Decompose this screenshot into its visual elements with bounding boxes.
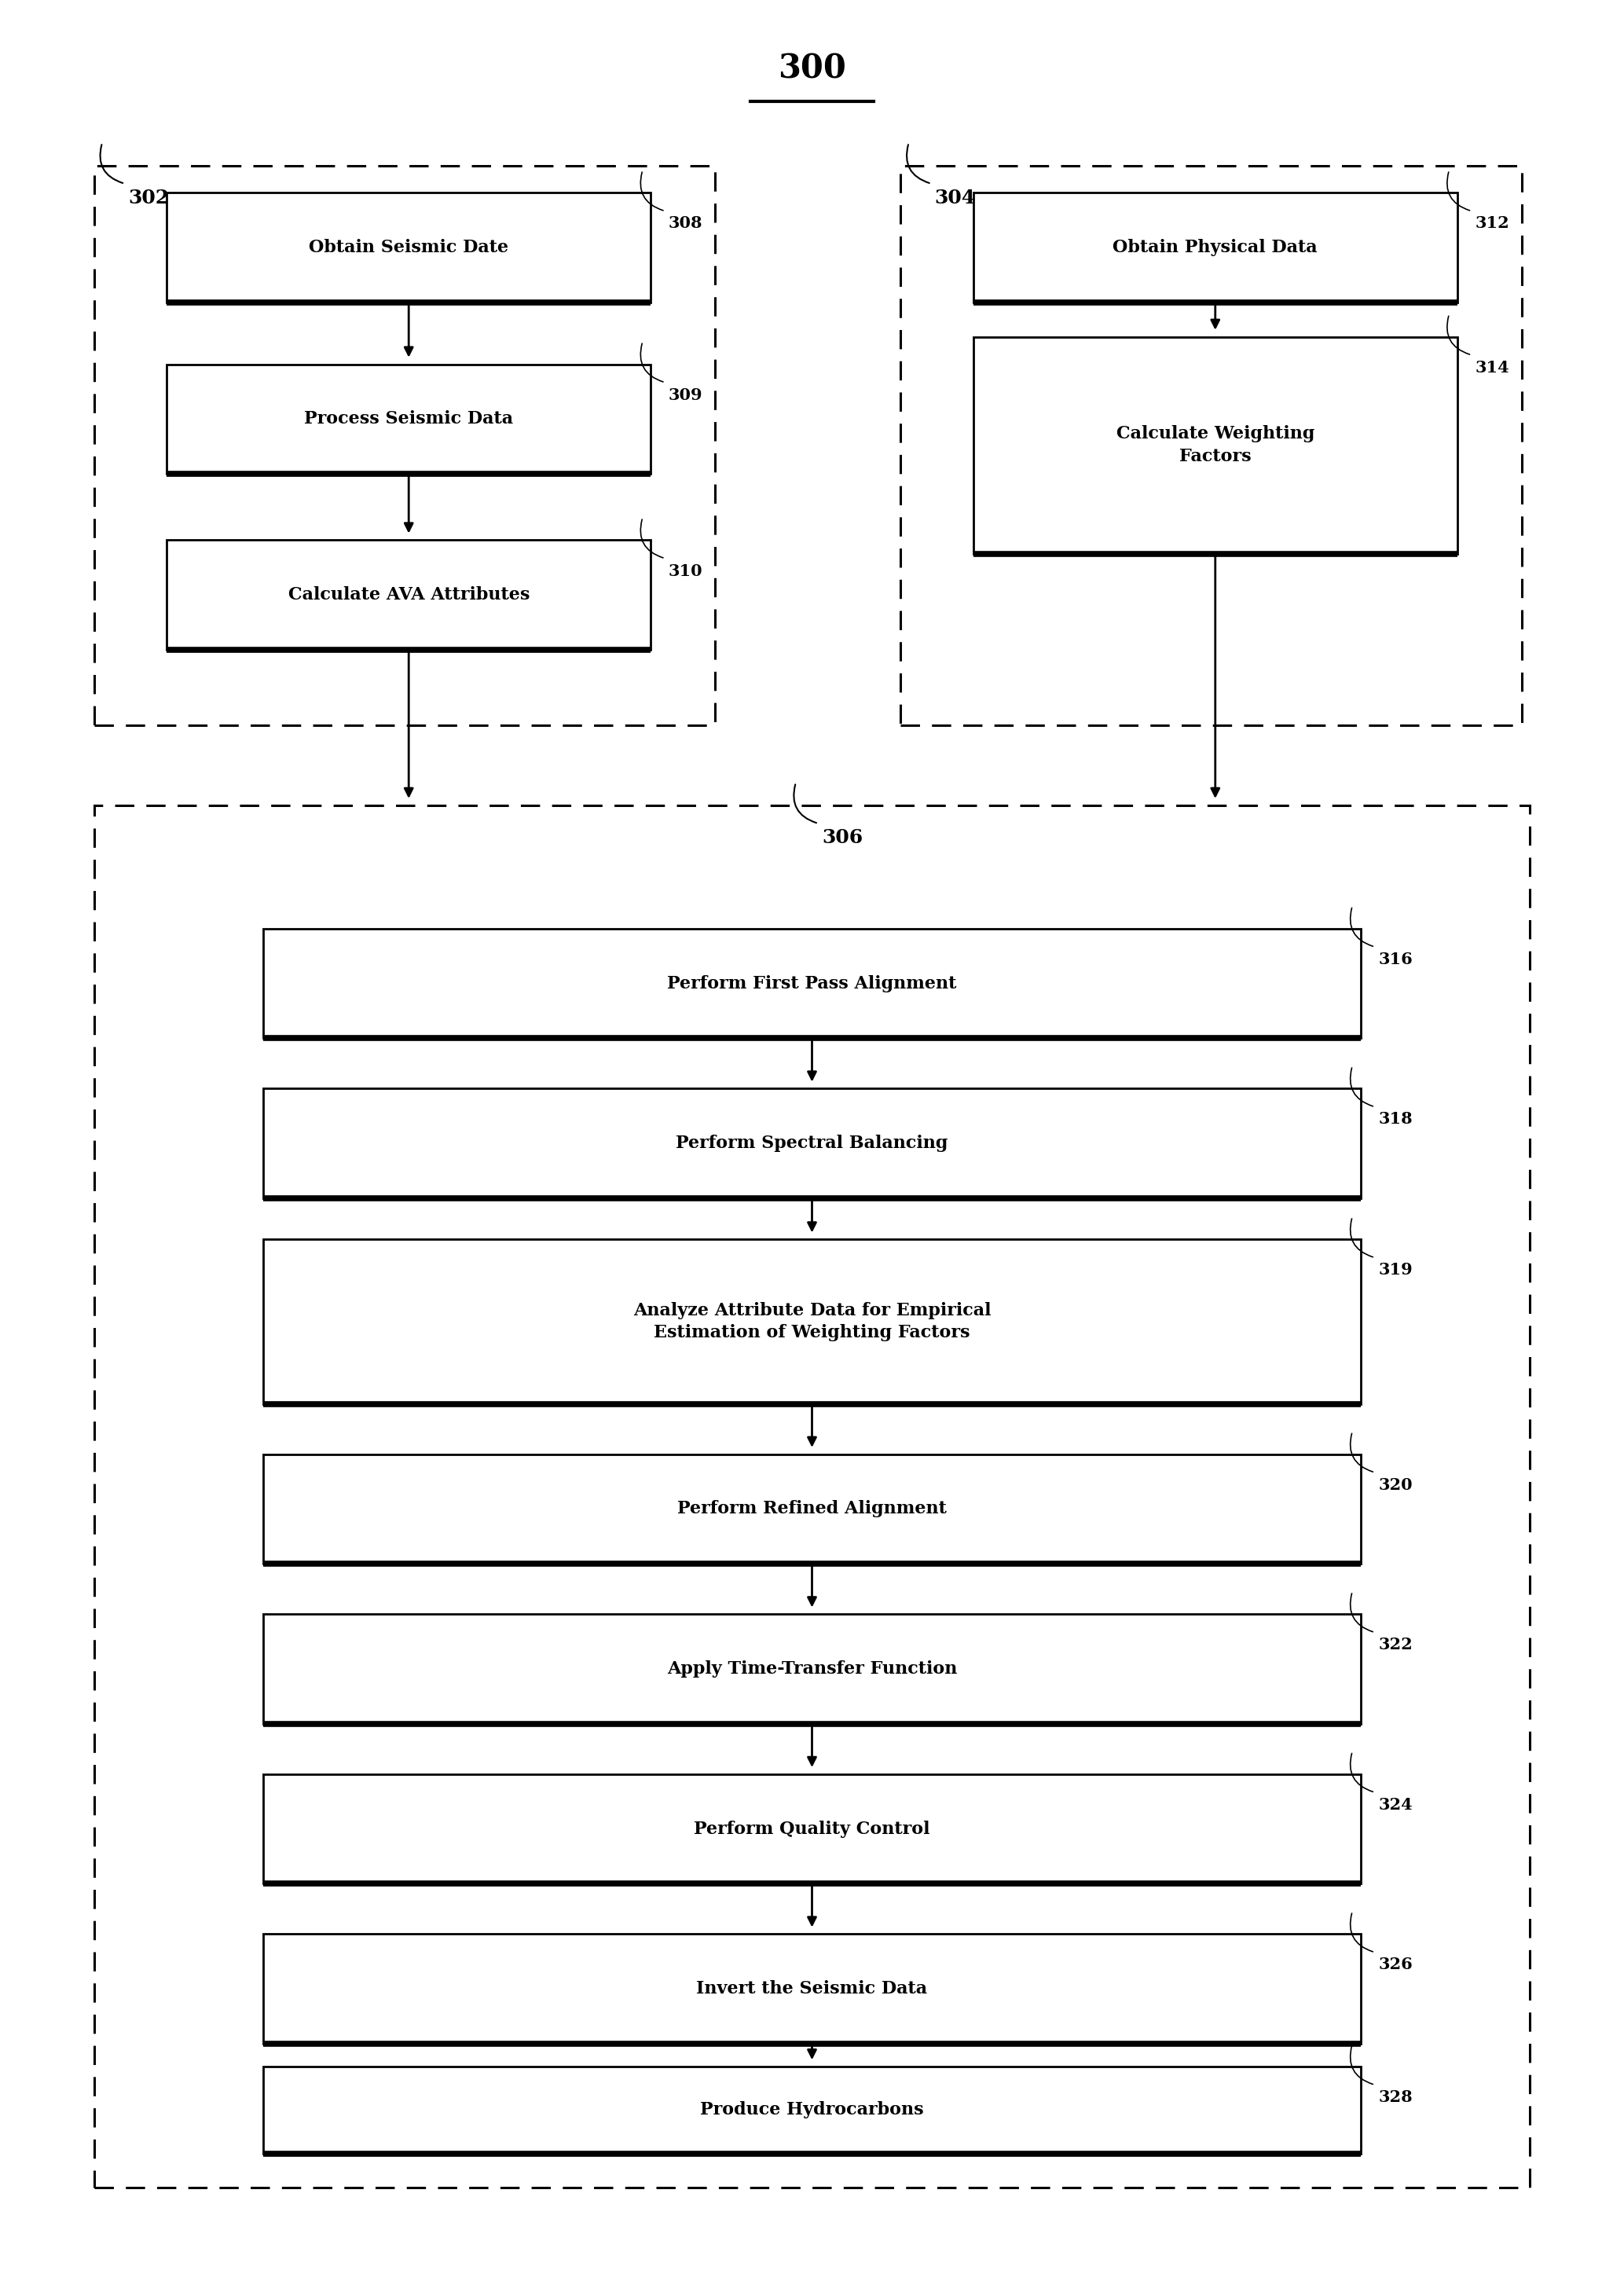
Text: 308: 308 <box>669 216 703 232</box>
FancyBboxPatch shape <box>263 1933 1361 2043</box>
Text: 304: 304 <box>934 188 976 207</box>
FancyBboxPatch shape <box>167 540 651 650</box>
Text: Calculate Weighting
Factors: Calculate Weighting Factors <box>1116 425 1314 466</box>
Text: Perform Quality Control: Perform Quality Control <box>693 1821 931 1837</box>
Text: 310: 310 <box>669 563 703 579</box>
Text: Obtain Physical Data: Obtain Physical Data <box>1112 239 1317 257</box>
FancyBboxPatch shape <box>167 193 651 303</box>
Text: Analyze Attribute Data for Empirical
Estimation of Weighting Factors: Analyze Attribute Data for Empirical Est… <box>633 1302 991 1341</box>
Text: Perform Refined Alignment: Perform Refined Alignment <box>677 1499 947 1518</box>
Text: Perform Spectral Balancing: Perform Spectral Balancing <box>676 1134 948 1153</box>
FancyBboxPatch shape <box>973 338 1457 553</box>
Text: 324: 324 <box>1379 1798 1413 1812</box>
FancyBboxPatch shape <box>263 1775 1361 1883</box>
Text: Process Seismic Data: Process Seismic Data <box>304 411 513 427</box>
FancyBboxPatch shape <box>263 928 1361 1038</box>
Text: 320: 320 <box>1379 1476 1413 1492</box>
Text: 326: 326 <box>1379 1956 1413 1972</box>
Text: 328: 328 <box>1379 2089 1413 2105</box>
Text: 318: 318 <box>1379 1111 1413 1127</box>
FancyBboxPatch shape <box>263 2066 1361 2154</box>
FancyBboxPatch shape <box>263 1088 1361 1199</box>
FancyBboxPatch shape <box>167 365 651 473</box>
Text: Apply Time-Transfer Function: Apply Time-Transfer Function <box>667 1660 957 1678</box>
Text: 300: 300 <box>778 53 846 85</box>
Text: 322: 322 <box>1379 1637 1413 1653</box>
FancyBboxPatch shape <box>973 193 1457 303</box>
Text: 312: 312 <box>1475 216 1509 232</box>
Text: Calculate AVA Attributes: Calculate AVA Attributes <box>287 585 529 604</box>
Text: 319: 319 <box>1379 1263 1413 1279</box>
Text: Perform First Pass Alignment: Perform First Pass Alignment <box>667 976 957 992</box>
Text: Invert the Seismic Data: Invert the Seismic Data <box>697 1979 927 1998</box>
FancyBboxPatch shape <box>263 1453 1361 1564</box>
Text: 306: 306 <box>822 829 862 847</box>
Text: 314: 314 <box>1475 360 1509 374</box>
Text: 302: 302 <box>128 188 169 207</box>
Text: 316: 316 <box>1379 951 1413 967</box>
Text: 309: 309 <box>669 388 703 402</box>
FancyBboxPatch shape <box>263 1240 1361 1403</box>
Text: Obtain Seismic Date: Obtain Seismic Date <box>309 239 508 257</box>
FancyBboxPatch shape <box>263 1614 1361 1724</box>
Text: Produce Hydrocarbons: Produce Hydrocarbons <box>700 2101 924 2119</box>
